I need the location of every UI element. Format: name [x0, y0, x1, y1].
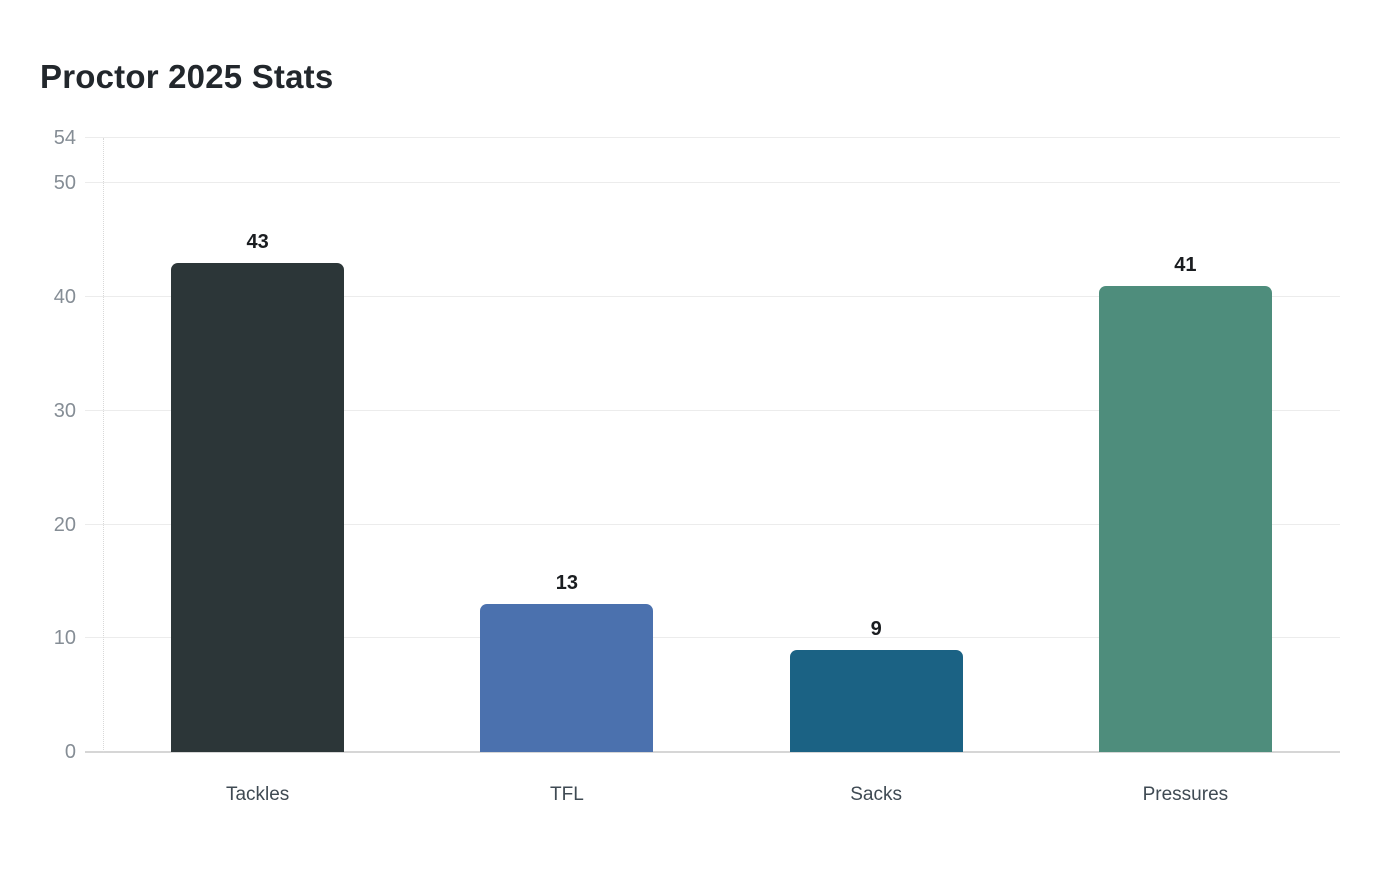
- y-tick-label: 20: [53, 513, 76, 536]
- bar-tfl: [480, 604, 654, 752]
- gridline: [85, 182, 1340, 184]
- gridline: [85, 296, 1340, 298]
- x-category-label: Sacks: [850, 784, 902, 805]
- y-tick-label: 30: [53, 399, 76, 422]
- gridline: [85, 523, 1340, 525]
- y-tick-label: 40: [53, 286, 76, 309]
- bar-value-label: 43: [246, 231, 269, 254]
- y-tick-label: 50: [53, 172, 76, 195]
- x-category-label: Pressures: [1142, 784, 1229, 805]
- x-category-label: TFL: [549, 784, 584, 805]
- y-axis-line: [103, 138, 104, 752]
- bar-sacks: [789, 649, 963, 752]
- x-category-label: Tackles: [225, 784, 290, 805]
- y-tick-label: 10: [53, 627, 76, 650]
- bar-tackles: [171, 263, 345, 752]
- gridline: [85, 137, 1340, 138]
- gridline: [85, 637, 1340, 639]
- bar-pressures: [1098, 285, 1272, 752]
- bar-value-label: 41: [1174, 253, 1197, 276]
- y-tick-label: 54: [53, 127, 76, 149]
- x-axis-baseline: [85, 751, 1340, 753]
- bar-value-label: 9: [870, 617, 882, 640]
- bar-value-label: 13: [555, 572, 578, 595]
- y-tick-label: 0: [64, 741, 76, 763]
- gridline: [85, 409, 1340, 411]
- chart-title: Proctor 2025 Stats: [40, 58, 334, 95]
